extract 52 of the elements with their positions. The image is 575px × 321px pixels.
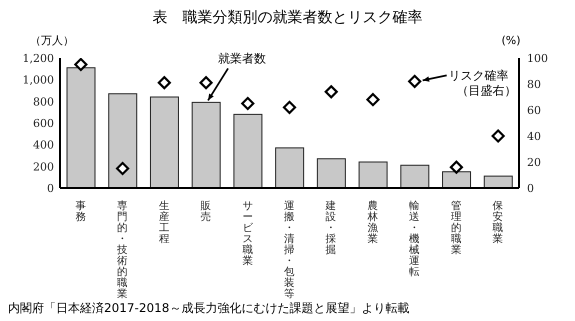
bar [358,162,388,188]
x-tick-label: 農林漁業 [366,199,378,245]
x-tick-label: 管理的職業 [450,200,462,256]
chart-title: 表 職業分類別の就業者数とリスク確率 [152,8,424,28]
category-label: 運搬・清掃・包装等 [284,200,295,300]
x-tick-label: 販売 [200,200,212,223]
point [366,93,380,106]
point [282,100,296,114]
y-tick-label: 1,000 [22,74,54,87]
y-tick-label: 600 [33,117,54,130]
point [450,160,464,174]
bar [400,164,430,188]
point [324,85,338,98]
category-label: 専門的・技術的職業 [117,200,128,300]
y2-tick-label: 0 [527,182,534,195]
y-tick-label: 800 [33,95,54,108]
bar [150,96,179,188]
text: 内閣府「日本経済2017-2018～成長力強化にむけた課題と展望」より転載 [8,300,410,317]
bar [316,158,346,188]
bar [484,176,513,188]
point [74,58,88,72]
point [158,76,171,90]
y2-axis-title: (%) [501,34,521,47]
bar [66,67,96,188]
bar [108,93,138,188]
point [116,162,130,176]
x-tick-label: 事務 [75,199,86,223]
y2-tick-label: 100 [527,52,548,65]
point [492,129,505,143]
y2-tick-label: 80 [527,78,541,91]
y2-tick-label: 60 [527,104,541,117]
y2-tick-label: 40 [527,130,541,143]
bar [275,147,304,188]
y-tick-label: 200 [33,160,54,174]
bar [442,171,472,188]
y-tick-label: 1,200 [22,52,54,65]
annotation: リスク確率（目盛右） [448,68,517,98]
bar [233,114,262,188]
x-tick-label: 建設・採掘 [324,199,337,256]
bar [192,102,221,188]
x-tick-label: 輸送・機械運転 [409,200,420,278]
y2-tick-label: 20 [527,156,541,169]
y-tick-label: 400 [33,138,54,152]
point [199,76,213,90]
x-tick-label: 生産工程 [158,199,170,245]
x-tick-label: サービス職業 [242,200,254,267]
y-tick-label: 0 [47,182,54,195]
annotation: 就業者数 [218,51,266,66]
point [241,96,254,110]
point [408,74,422,88]
x-tick-label: 保安職業 [492,200,504,245]
y-axis-title: （万人） [30,34,74,47]
